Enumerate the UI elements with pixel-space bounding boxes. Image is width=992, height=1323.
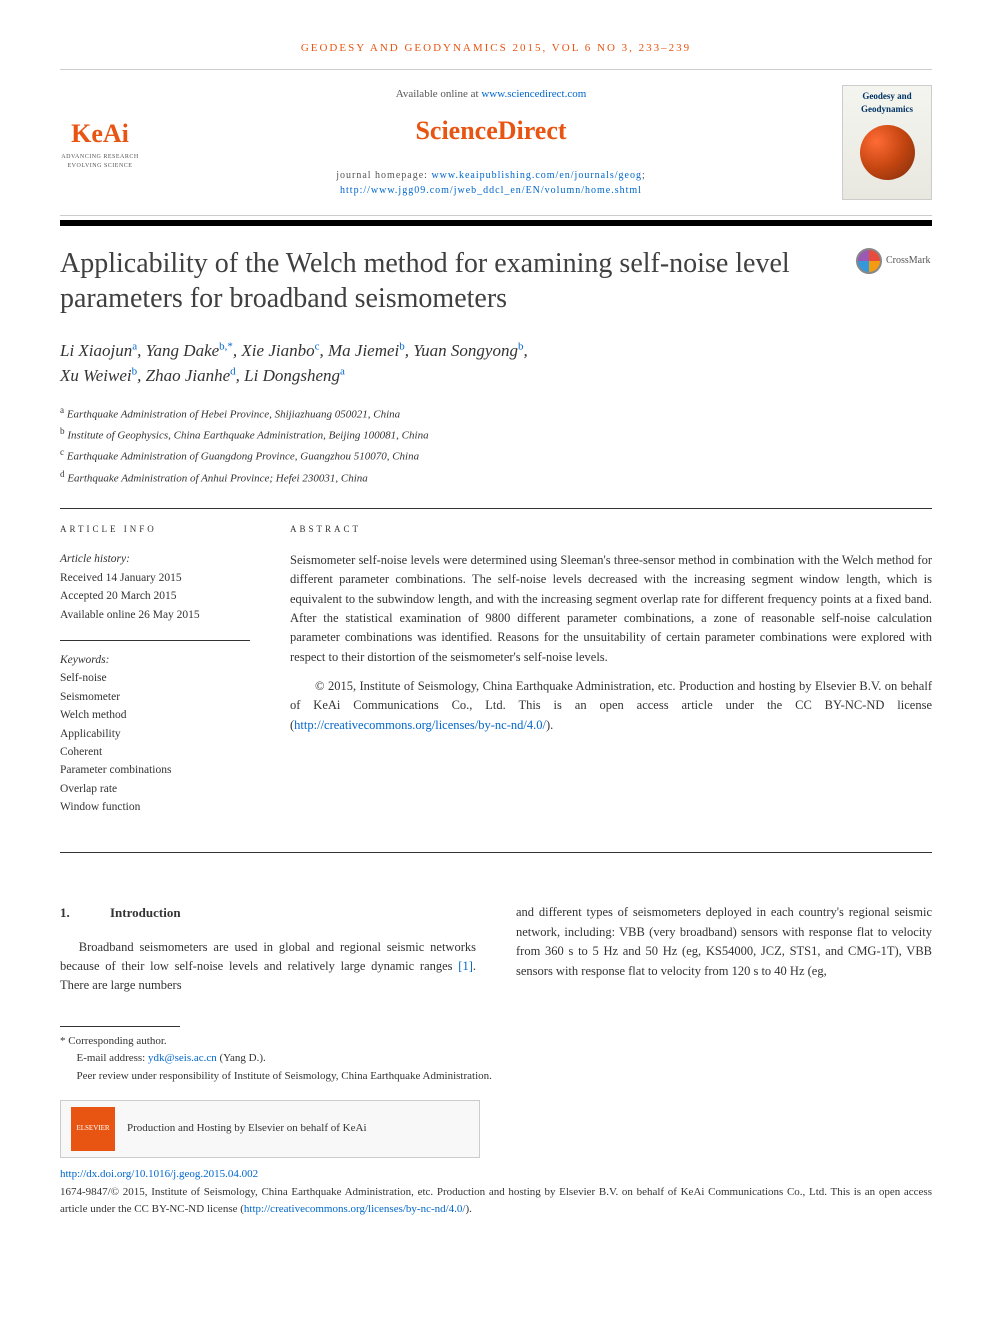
online-date: Available online 26 May 2015 [60,606,250,624]
doi-link[interactable]: http://dx.doi.org/10.1016/j.geog.2015.04… [60,1168,258,1180]
footnote-separator [60,1026,180,1027]
cover-title: Geodesy and Geodynamics [847,90,927,117]
rule [60,852,932,853]
crossmark-icon [856,248,882,274]
body-paragraph: Broadband seismometers are used in globa… [60,938,476,996]
abstract-heading: ABSTRACT [290,523,932,537]
author: Yuan Songyongb [413,341,523,360]
body-paragraph: and different types of seismometers depl… [516,905,932,977]
doi-line: http://dx.doi.org/10.1016/j.geog.2015.04… [60,1166,932,1183]
homepage-sep: ; [642,170,646,181]
author-email-link[interactable]: ydk@seis.ac.cn [148,1052,217,1064]
available-online-line: Available online at www.sciencedirect.co… [140,86,842,103]
header-citation: GEODESY AND GEODYNAMICS 2015, VOL 6 NO 3… [60,40,932,57]
elsevier-hosting-box: ELSEVIER Production and Hosting by Elsev… [60,1100,480,1158]
banner-center: Available online at www.sciencedirect.co… [140,86,842,198]
author: Xie Jianboc [241,341,319,360]
elsevier-hosting-text: Production and Hosting by Elsevier on be… [127,1120,367,1137]
keyword: Seismometer [60,688,250,706]
keai-logo-block: KeAi ADVANCING RESEARCH EVOLVING SCIENCE [60,114,140,171]
affiliation: a Earthquake Administration of Hebei Pro… [60,403,932,424]
rule [60,640,250,641]
section-heading: 1.Introduction [60,903,476,923]
peer-review-note: Peer review under responsibility of Inst… [60,1068,932,1086]
cc-license-link-footer[interactable]: http://creativecommons.org/licenses/by-n… [244,1203,466,1215]
body-column-left: 1.Introduction Broadband seismometers ar… [60,903,476,995]
author-list: Li Xiaojuna, Yang Dakeb,*, Xie Jianboc, … [60,338,932,389]
crossmark-badge[interactable]: CrossMark [856,246,932,276]
author: Zhao Jianhed [146,366,236,385]
homepage-link-1[interactable]: www.keaipublishing.com/en/journals/geog [431,170,642,181]
homepage-link-2[interactable]: http://www.jgg09.com/jweb_ddcl_en/EN/vol… [340,185,642,196]
affiliation: c Earthquake Administration of Guangdong… [60,445,932,466]
cover-globe-icon [860,125,915,180]
crossmark-label: CrossMark [886,253,930,268]
author: Li Xiaojuna [60,341,137,360]
keai-logo: KeAi [71,114,129,153]
author: Xu Weiweib [60,366,137,385]
top-banner: KeAi ADVANCING RESEARCH EVOLVING SCIENCE… [60,69,932,216]
abstract-body: Seismometer self-noise levels were deter… [290,551,932,667]
sciencedirect-logo: ScienceDirect [140,111,842,150]
affiliation: d Earthquake Administration of Anhui Pro… [60,467,932,488]
available-text: Available online at [396,88,482,100]
sciencedirect-url[interactable]: www.sciencedirect.com [481,88,586,100]
citation-link[interactable]: [1] [458,959,473,973]
section-title: Introduction [110,905,181,920]
homepage-label: journal homepage: [336,170,431,181]
keai-tagline: ADVANCING RESEARCH EVOLVING SCIENCE [60,153,140,171]
keywords-label: Keywords: [60,651,250,669]
keyword: Window function [60,798,250,816]
homepage-line: journal homepage: www.keaipublishing.com… [140,168,842,198]
accepted-date: Accepted 20 March 2015 [60,587,250,605]
article-info-column: ARTICLE INFO Article history: Received 1… [60,523,250,833]
keyword: Parameter combinations [60,761,250,779]
received-date: Received 14 January 2015 [60,569,250,587]
footnotes: * Corresponding author. E-mail address: … [60,1033,932,1086]
affiliation: b Institute of Geophysics, China Earthqu… [60,424,932,445]
author: Ma Jiemeib [328,341,405,360]
keyword: Self-noise [60,669,250,687]
keyword: Welch method [60,706,250,724]
abstract-column: ABSTRACT Seismometer self-noise levels w… [290,523,932,833]
keyword: Overlap rate [60,780,250,798]
body-column-right: and different types of seismometers depl… [516,903,932,995]
author: Li Dongshenga [244,366,345,385]
journal-cover-thumbnail: Geodesy and Geodynamics [842,85,932,200]
abstract-copyright: © 2015, Institute of Seismology, China E… [290,677,932,735]
divider-bar [60,220,932,226]
keyword: Applicability [60,725,250,743]
section-number: 1. [60,903,110,923]
elsevier-logo-icon: ELSEVIER [71,1107,115,1151]
email-line: E-mail address: ydk@seis.ac.cn (Yang D.)… [60,1050,932,1068]
copyright-footer: 1674-9847/© 2015, Institute of Seismolog… [60,1184,932,1217]
keyword: Coherent [60,743,250,761]
article-title: Applicability of the Welch method for ex… [60,246,836,316]
affiliation-list: a Earthquake Administration of Hebei Pro… [60,403,932,488]
author: Yang Dakeb,* [146,341,233,360]
history-label: Article history: [60,550,250,568]
article-info-heading: ARTICLE INFO [60,523,250,537]
corresponding-author-note: * Corresponding author. [60,1033,932,1051]
cc-license-link[interactable]: http://creativecommons.org/licenses/by-n… [294,718,546,732]
